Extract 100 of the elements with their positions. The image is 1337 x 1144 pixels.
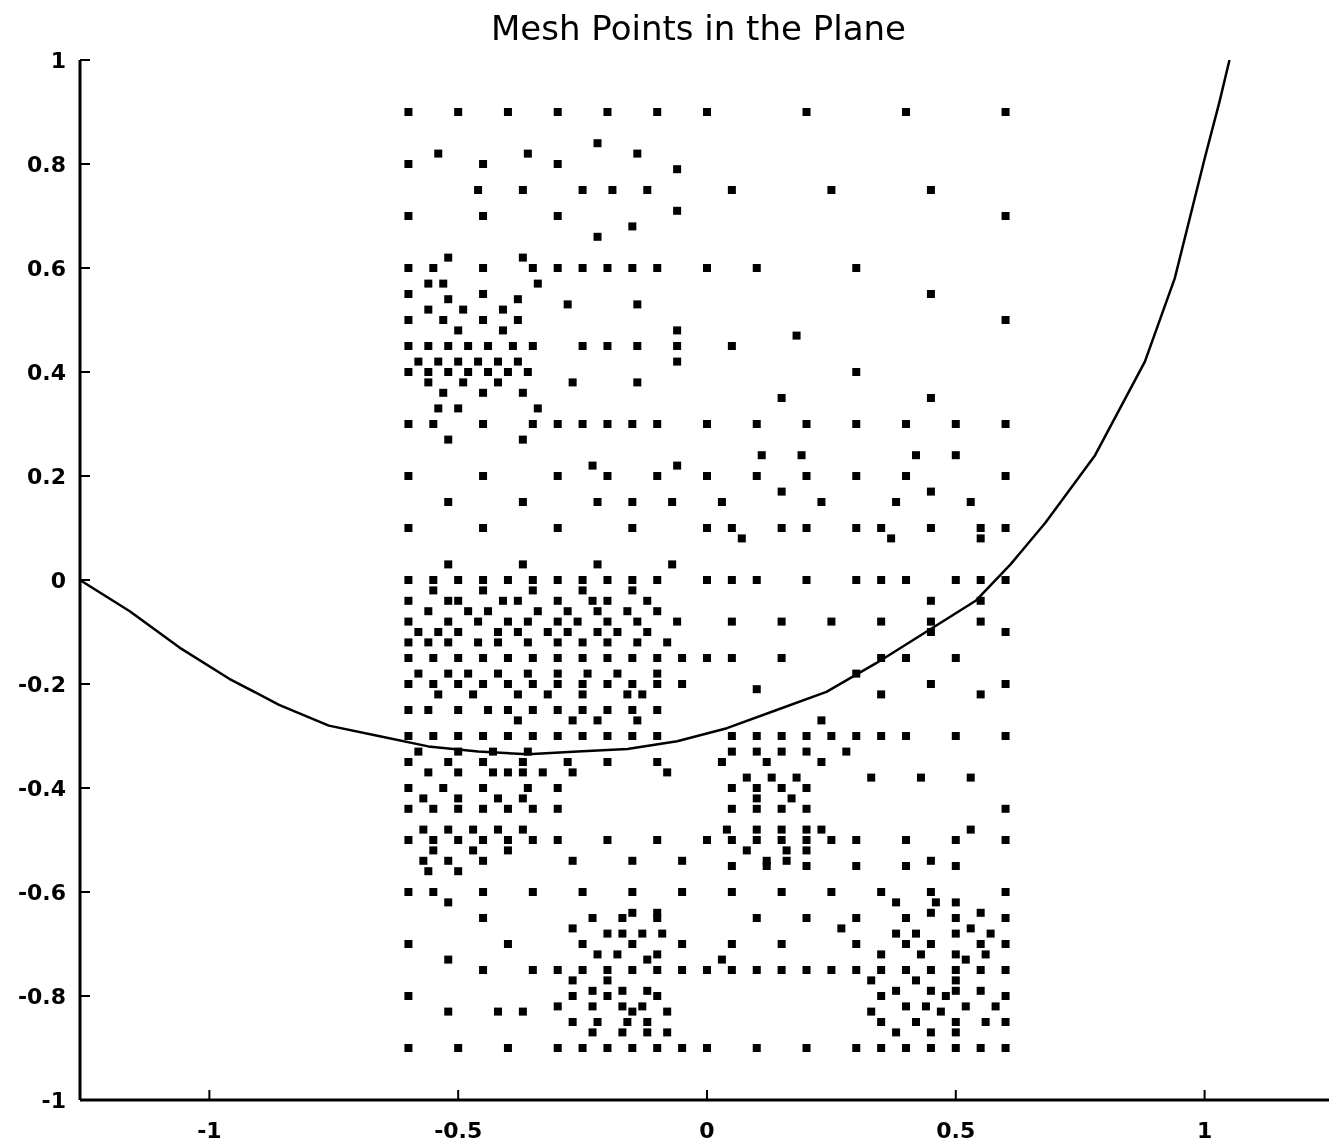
y-tick-label: -0.8 <box>17 983 66 1009</box>
point <box>802 966 811 974</box>
x-tick-label: 0 <box>699 1117 715 1143</box>
point <box>439 388 448 397</box>
point <box>877 992 886 1000</box>
point <box>702 264 711 272</box>
point <box>444 435 453 444</box>
chart-title: Mesh Points in the Plane <box>491 8 906 48</box>
point <box>702 836 711 844</box>
point <box>951 836 960 844</box>
point <box>951 1018 960 1026</box>
point <box>653 758 662 766</box>
point <box>568 976 577 985</box>
point <box>503 706 512 714</box>
point <box>678 856 687 865</box>
point <box>702 576 711 584</box>
point <box>643 955 652 964</box>
point <box>404 290 413 298</box>
point <box>643 596 652 605</box>
point <box>493 669 502 678</box>
point <box>976 576 985 584</box>
point <box>578 186 587 194</box>
point <box>479 732 488 740</box>
point <box>498 326 507 335</box>
point <box>588 461 597 470</box>
point <box>702 420 711 428</box>
point <box>902 966 911 974</box>
point <box>1001 680 1010 688</box>
point <box>877 576 886 584</box>
point <box>429 732 438 740</box>
point <box>603 966 612 974</box>
point <box>588 1002 597 1011</box>
point <box>628 856 637 865</box>
point <box>951 898 960 907</box>
point <box>633 716 642 725</box>
point <box>424 368 433 376</box>
point <box>553 1044 562 1052</box>
point <box>518 498 527 506</box>
point <box>493 1007 502 1016</box>
point <box>727 732 736 740</box>
point <box>921 1002 930 1011</box>
point <box>752 804 761 813</box>
point <box>777 940 786 948</box>
point <box>653 732 662 740</box>
point <box>827 888 836 896</box>
point <box>578 888 587 896</box>
point <box>424 607 433 616</box>
point <box>603 638 612 647</box>
point <box>951 1044 960 1052</box>
point <box>553 804 562 813</box>
point <box>618 1002 627 1011</box>
point <box>518 253 527 262</box>
point <box>543 690 552 699</box>
point <box>434 149 443 158</box>
point <box>444 955 453 964</box>
point <box>752 914 761 922</box>
point <box>618 1028 627 1037</box>
point <box>479 966 488 974</box>
point <box>976 940 985 948</box>
point <box>638 690 647 699</box>
point <box>454 706 463 714</box>
point <box>817 716 826 725</box>
point <box>459 378 468 387</box>
point <box>1001 992 1010 1000</box>
point <box>633 149 642 158</box>
point <box>742 773 751 782</box>
point <box>479 836 488 844</box>
point <box>439 279 448 288</box>
point <box>852 1044 861 1052</box>
point <box>777 617 786 626</box>
point <box>777 825 786 834</box>
point <box>802 108 811 116</box>
point <box>877 950 886 959</box>
point <box>817 825 826 834</box>
point <box>439 784 448 792</box>
point <box>568 1018 577 1026</box>
point <box>797 451 806 460</box>
point <box>414 747 423 756</box>
point <box>404 420 413 428</box>
point <box>429 888 438 896</box>
point <box>419 856 428 865</box>
point <box>553 420 562 428</box>
point <box>553 264 562 272</box>
point <box>678 966 687 974</box>
point <box>827 186 836 194</box>
point <box>926 617 935 626</box>
point <box>673 357 682 366</box>
point <box>767 773 776 782</box>
point <box>653 680 662 688</box>
point <box>902 862 911 870</box>
point <box>892 1028 901 1037</box>
point <box>498 596 507 605</box>
point <box>493 378 502 387</box>
point <box>603 929 612 938</box>
point <box>484 342 493 350</box>
point <box>653 420 662 428</box>
point <box>553 472 562 480</box>
point <box>877 617 886 626</box>
point <box>628 524 637 532</box>
point <box>479 420 488 428</box>
